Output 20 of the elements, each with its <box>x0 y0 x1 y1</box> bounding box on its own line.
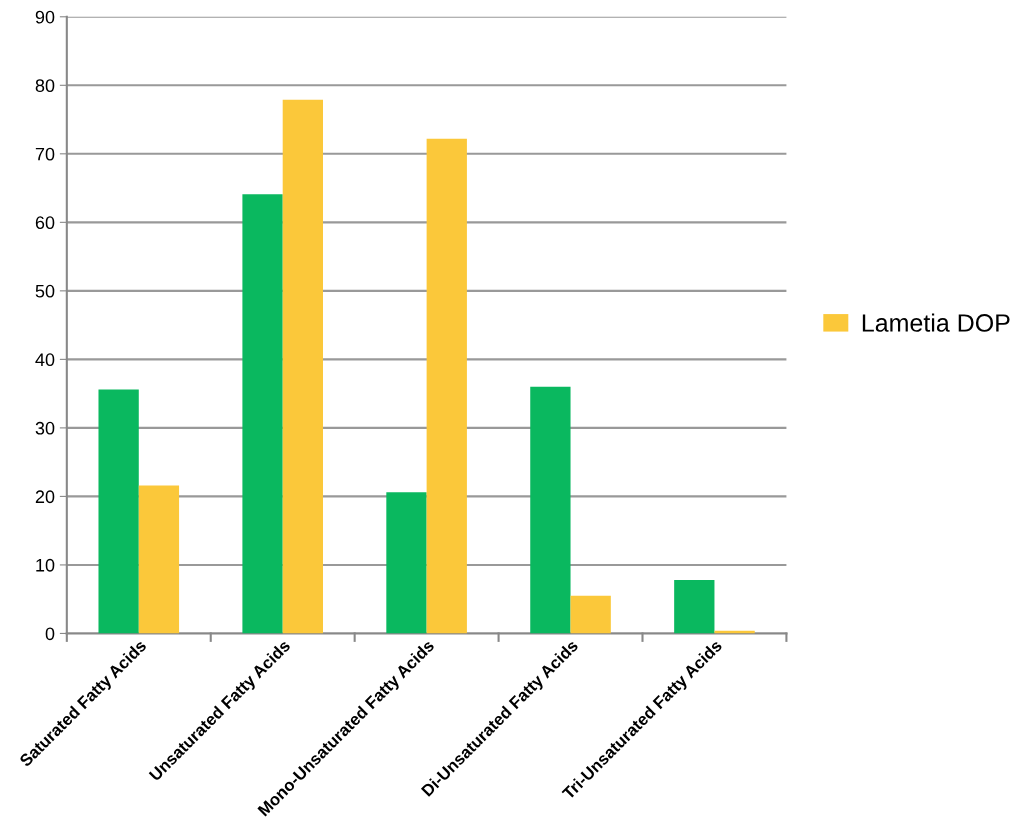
bar <box>242 194 283 634</box>
bar <box>386 492 427 634</box>
y-tick-label: 90 <box>35 10 55 24</box>
y-tick-label: 70 <box>35 147 55 161</box>
y-tick-label: 80 <box>35 79 55 93</box>
legend-label: Lametia DOP <box>862 313 1010 332</box>
y-tick-label: 0 <box>45 627 55 641</box>
y-tick-label: 50 <box>35 284 55 298</box>
bar <box>530 386 571 634</box>
y-tick-label: 10 <box>36 558 55 572</box>
bar <box>570 595 611 634</box>
bar <box>426 138 467 634</box>
y-tick-label: 30 <box>35 421 55 435</box>
y-tick-label: 40 <box>35 353 55 367</box>
bar <box>138 485 180 634</box>
bar <box>282 99 323 634</box>
bar <box>674 580 715 634</box>
y-tick-label: 60 <box>35 216 55 230</box>
bar <box>98 389 139 634</box>
y-tick-label: 20 <box>35 490 55 504</box>
